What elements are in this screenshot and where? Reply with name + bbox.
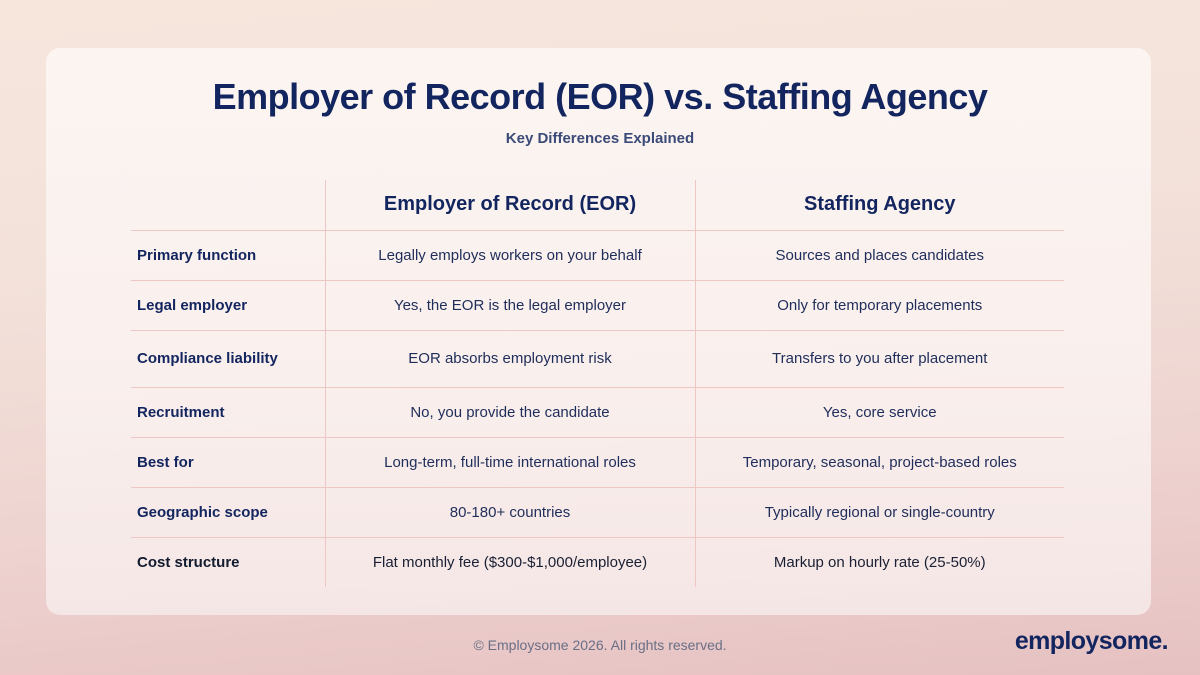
eor-cell: Yes, the EOR is the legal employer	[324, 280, 695, 331]
table-row: Geographic scope 80-180+ countries Typic…	[131, 487, 1064, 538]
column-header-staffing: Staffing Agency	[694, 180, 1064, 231]
table-row: Cost structure Flat monthly fee ($300-$1…	[131, 537, 1064, 587]
eor-cell: No, you provide the candidate	[324, 387, 695, 438]
comparison-table: Employer of Record (EOR) Staffing Agency…	[131, 180, 1064, 587]
table-row: Best for Long-term, full-time internatio…	[131, 437, 1064, 488]
table-row: Compliance liability EOR absorbs employm…	[131, 330, 1064, 388]
page-subtitle: Key Differences Explained	[505, 130, 695, 147]
eor-cell: Legally employs workers on your behalf	[324, 230, 695, 281]
staffing-cell: Temporary, seasonal, project-based roles	[694, 437, 1064, 488]
table-row: Recruitment No, you provide the candidat…	[131, 387, 1064, 438]
row-label: Cost structure	[137, 553, 240, 571]
row-label: Legal employer	[131, 280, 325, 331]
row-label: Geographic scope	[131, 487, 325, 538]
row-label: Recruitment	[131, 387, 325, 438]
eor-cell: EOR absorbs employment risk	[324, 330, 695, 388]
copyright-text: © Employsome 2026. All rights reserved.	[473, 637, 727, 653]
row-label: Primary function	[131, 230, 325, 281]
eor-cell: Long-term, full-time international roles	[324, 437, 695, 488]
table-header-row: Employer of Record (EOR) Staffing Agency	[131, 180, 1064, 231]
staffing-cell: Transfers to you after placement	[694, 330, 1064, 388]
staffing-cell: Only for temporary placements	[694, 280, 1064, 331]
eor-cell: 80-180+ countries	[324, 487, 695, 538]
staffing-cell: Typically regional or single-country	[694, 487, 1064, 538]
staffing-cell: Yes, core service	[694, 387, 1064, 438]
page-title: Employer of Record (EOR) vs. Staffing Ag…	[212, 76, 988, 117]
staffing-cell: Sources and places candidates	[694, 230, 1064, 281]
row-label: Compliance liability	[131, 330, 325, 388]
brand-logo: employsome.	[1014, 627, 1169, 655]
row-label: Best for	[131, 437, 325, 488]
table-row: Legal employer Yes, the EOR is the legal…	[131, 280, 1064, 331]
table-row: Primary function Legally employs workers…	[131, 230, 1064, 281]
column-header-criteria	[131, 180, 325, 231]
staffing-cell: Markup on hourly rate (25-50%)	[694, 537, 1064, 587]
eor-cell: Flat monthly fee ($300-$1,000/employee)	[324, 537, 695, 587]
column-header-eor: Employer of Record (EOR)	[324, 180, 695, 231]
